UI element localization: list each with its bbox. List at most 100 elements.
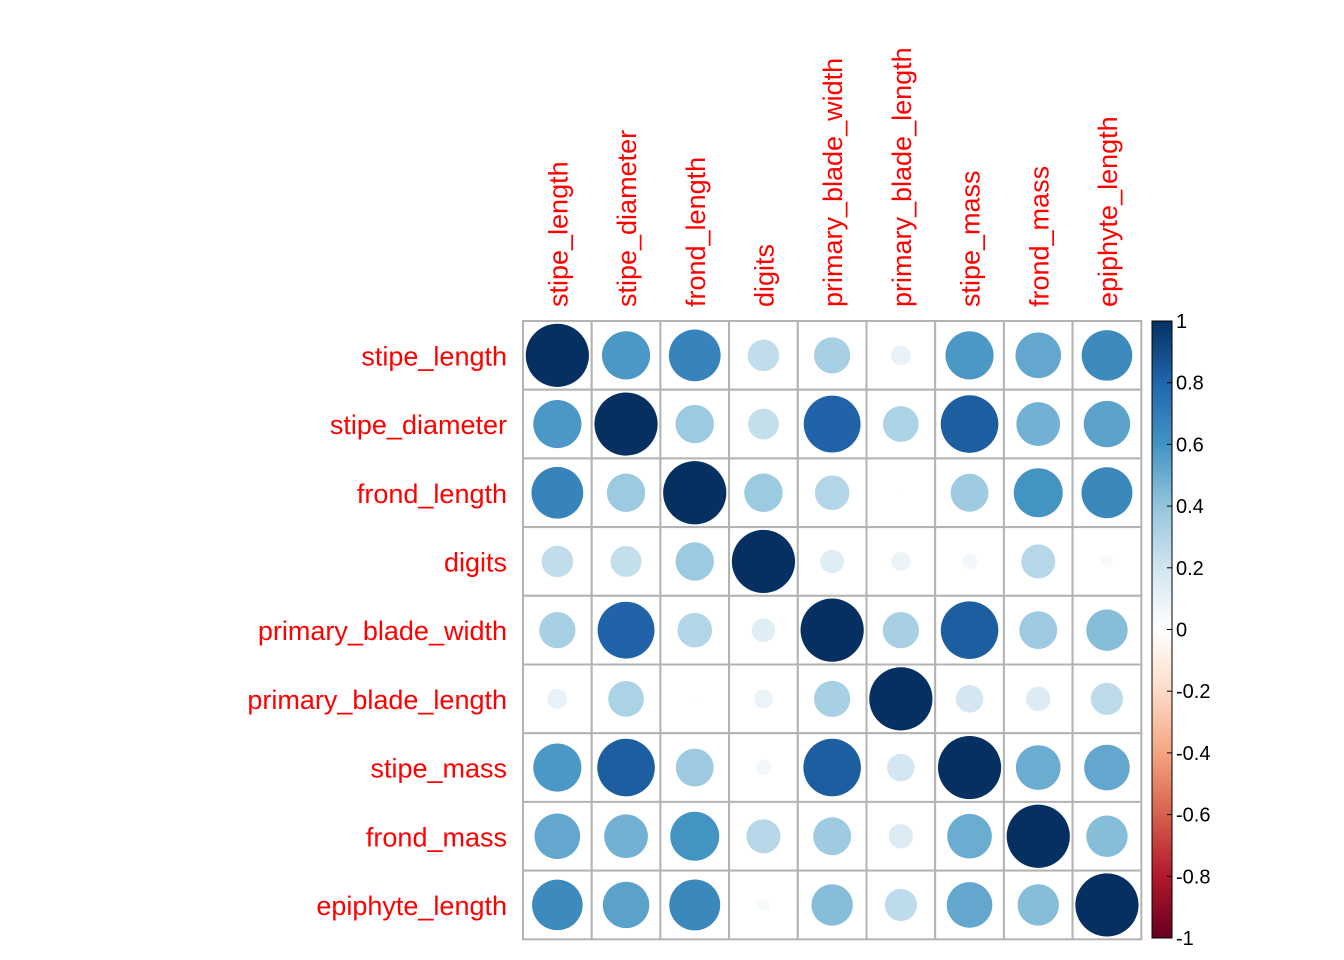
- row-label-frond_length: frond_length: [357, 479, 507, 509]
- correlation-circle-digits-frond_mass: [1021, 544, 1056, 579]
- correlation-circle-stipe_diameter-primary_blade_length: [882, 406, 919, 442]
- correlation-circle-primary_blade_width-primary_blade_width: [800, 598, 864, 662]
- correlation-circle-frond_length-stipe_mass: [950, 473, 989, 512]
- correlation-circle-frond_length-digits: [744, 473, 783, 512]
- column-label-primary_blade_length: primary_blade_length: [887, 47, 917, 307]
- color-legend-tick-label: 0.2: [1176, 558, 1204, 580]
- cell-epiphyte_length-primary_blade_width: [796, 869, 868, 941]
- correlation-circle-stipe_diameter-stipe_length: [533, 399, 582, 449]
- correlation-circle-frond_length-primary_blade_width: [814, 475, 850, 511]
- correlation-circle-epiphyte_length-primary_blade_length: [884, 888, 917, 922]
- color-legend-tick-label: 0.4: [1176, 496, 1204, 518]
- correlation-circle-digits-stipe_length: [541, 545, 574, 578]
- color-legend: 1 0.8 0.6 0.4 0.2 0 -0.2 -0.4 -0.6 -0.8 -1: [1151, 311, 1210, 950]
- correlation-circle-digits-stipe_mass: [961, 553, 978, 570]
- correlation-circle-digits-primary_blade_width: [820, 549, 844, 574]
- row-label-digits: digits: [444, 547, 507, 577]
- correlation-circle-stipe_length-stipe_length: [525, 323, 589, 387]
- row-label-frond_mass: frond_mass: [366, 822, 507, 852]
- correlation-circle-stipe_mass-stipe_length: [533, 743, 582, 792]
- correlation-circle-primary_blade_length-primary_blade_length: [869, 667, 933, 731]
- correlation-circle-frond_mass-primary_blade_width: [813, 817, 852, 856]
- correlation-circle-stipe_mass-primary_blade_width: [803, 738, 861, 797]
- correlation-circle-stipe_length-digits: [747, 339, 780, 372]
- correlation-circle-stipe_length-stipe_mass: [945, 331, 994, 380]
- color-legend-tick-label: 0.6: [1176, 434, 1204, 456]
- correlation-circle-stipe_length-frond_mass: [1015, 332, 1062, 379]
- correlation-circle-stipe_diameter-frond_mass: [1016, 402, 1061, 446]
- color-legend-tick-label: -0.2: [1176, 681, 1210, 703]
- correlation-circle-epiphyte_length-stipe_length: [532, 879, 583, 931]
- correlation-circle-digits-primary_blade_length: [891, 551, 911, 571]
- correlation-circle-frond_mass-frond_mass: [1006, 804, 1070, 868]
- correlation-circle-digits-epiphyte_length: [1100, 555, 1114, 568]
- correlation-circle-digits-stipe_diameter: [610, 545, 642, 577]
- correlation-circle-primary_blade_width-epiphyte_length: [1086, 609, 1128, 651]
- correlation-circle-primary_blade_length-primary_blade_width: [813, 680, 851, 718]
- correlation-circle-epiphyte_length-digits: [757, 898, 770, 912]
- correlation-circle-frond_mass-stipe_diameter: [604, 814, 648, 859]
- correlation-circle-stipe_length-primary_blade_length: [890, 345, 911, 366]
- row-label-primary_blade_width: primary_blade_width: [258, 616, 507, 646]
- correlation-circle-frond_mass-primary_blade_length: [888, 824, 914, 849]
- correlation-circle-epiphyte_length-frond_length: [669, 879, 721, 931]
- column-label-stipe_diameter: stipe_diameter: [612, 130, 642, 307]
- column-labels: stipe_length stipe_diameter frond_length di…: [543, 47, 1123, 307]
- correlation-circle-epiphyte_length-epiphyte_length: [1075, 873, 1139, 937]
- correlation-circle-stipe_length-frond_length: [668, 329, 721, 382]
- column-label-frond_mass: frond_mass: [1024, 166, 1054, 307]
- correlation-circle-stipe_mass-frond_length: [675, 748, 714, 787]
- correlation-cells: [522, 320, 1143, 941]
- color-legend-ticks: 1 0.8 0.6 0.4 0.2 0 -0.2 -0.4 -0.6 -0.8 -1: [1167, 311, 1210, 950]
- correlation-circle-stipe_diameter-frond_length: [675, 404, 714, 444]
- correlation-circle-primary_blade_length-stipe_diameter: [608, 680, 644, 717]
- correlation-circle-primary_blade_length-digits: [753, 689, 773, 709]
- correlation-circle-primary_blade_width-stipe_diameter: [597, 601, 655, 659]
- correlation-circle-frond_length-frond_length: [663, 461, 727, 525]
- color-legend-tick-label: 0: [1176, 620, 1187, 642]
- correlation-circle-epiphyte_length-stipe_mass: [946, 882, 993, 928]
- color-legend-tick-label: -0.6: [1176, 805, 1210, 827]
- correlation-circle-primary_blade_width-digits: [751, 618, 776, 642]
- row-label-primary_blade_length: primary_blade_length: [247, 685, 507, 715]
- correlation-circle-primary_blade_length-epiphyte_length: [1090, 682, 1124, 715]
- correlation-circle-primary_blade_width-frond_mass: [1019, 611, 1058, 650]
- row-label-stipe_length: stipe_length: [361, 341, 507, 371]
- column-label-stipe_mass: stipe_mass: [956, 170, 986, 307]
- correlation-circle-epiphyte_length-frond_mass: [1017, 884, 1059, 926]
- correlation-circle-stipe_mass-digits: [755, 759, 772, 776]
- row-label-stipe_mass: stipe_mass: [370, 754, 507, 784]
- correlation-circle-primary_blade_width-stipe_mass: [940, 601, 999, 659]
- correlation-circle-frond_mass-digits: [746, 819, 781, 854]
- correlation-circle-frond_mass-stipe_mass: [947, 813, 992, 859]
- color-legend-tick-label: -1: [1176, 928, 1194, 950]
- correlation-circle-stipe_mass-primary_blade_length: [887, 753, 915, 782]
- correlation-circle-digits-frond_length: [675, 542, 714, 581]
- correlation-circle-stipe_diameter-primary_blade_width: [803, 395, 861, 453]
- color-legend-tick-label: 0.8: [1176, 373, 1204, 395]
- correlation-circle-primary_blade_length-stipe_length: [547, 688, 568, 709]
- cell-stipe_length-frond_mass: [1002, 320, 1074, 391]
- column-label-digits: digits: [749, 244, 779, 307]
- correlation-circle-epiphyte_length-primary_blade_width: [811, 884, 853, 926]
- color-legend-tick-label: 1: [1176, 311, 1187, 333]
- correlation-circle-frond_length-frond_mass: [1013, 468, 1063, 518]
- correlation-circle-stipe_mass-stipe_mass: [937, 735, 1002, 800]
- correlation-circle-epiphyte_length-stipe_diameter: [602, 881, 650, 929]
- correlation-circle-stipe_diameter-digits: [747, 408, 779, 440]
- column-label-primary_blade_width: primary_blade_width: [818, 58, 848, 307]
- correlation-circle-stipe_mass-stipe_diameter: [597, 738, 655, 797]
- correlation-circle-frond_length-stipe_diameter: [606, 473, 646, 512]
- correlation-circle-primary_blade_width-frond_length: [677, 612, 713, 648]
- correlation-circle-stipe_length-primary_blade_width: [813, 337, 851, 374]
- correlation-circle-frond_mass-stipe_length: [534, 813, 581, 860]
- correlation-circle-primary_blade_length-stipe_mass: [955, 685, 984, 713]
- row-label-stipe_diameter: stipe_diameter: [330, 410, 507, 440]
- correlation-circle-stipe_diameter-epiphyte_length: [1083, 400, 1131, 448]
- row-label-epiphyte_length: epiphyte_length: [316, 891, 507, 921]
- correlation-circle-primary_blade_length-frond_mass: [1026, 686, 1051, 712]
- correlation-circle-primary_blade_width-stipe_length: [539, 611, 576, 649]
- color-legend-tick-label: -0.8: [1176, 866, 1210, 888]
- correlation-circle-primary_blade_length-frond_length: [691, 695, 698, 703]
